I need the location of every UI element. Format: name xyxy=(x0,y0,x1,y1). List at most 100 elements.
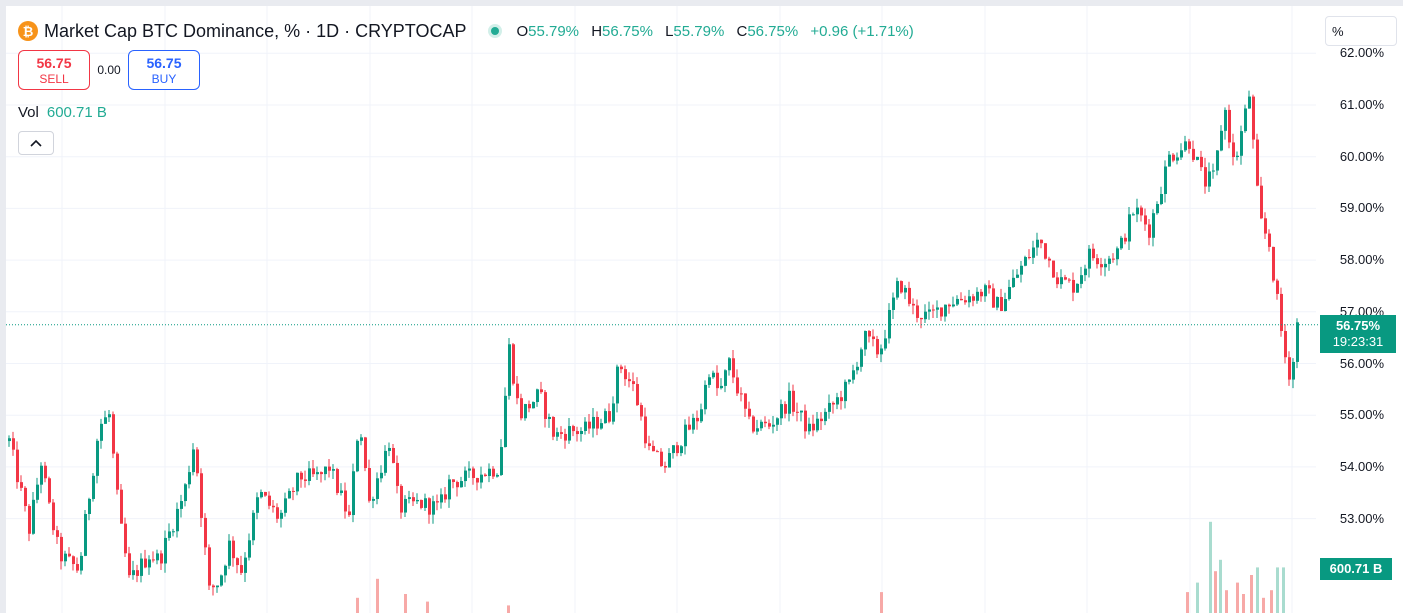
candle xyxy=(532,402,535,409)
change-value: +0.96 (+1.71%) xyxy=(810,22,914,40)
candle xyxy=(416,499,419,502)
candle xyxy=(400,485,403,513)
volume-bar xyxy=(1236,582,1239,613)
candle xyxy=(1092,248,1095,259)
sell-button[interactable]: 56.75 SELL xyxy=(18,50,90,90)
candle xyxy=(8,438,11,442)
candle xyxy=(248,540,251,558)
buy-button[interactable]: 56.75 BUY xyxy=(128,50,200,90)
candle xyxy=(120,489,123,524)
candle xyxy=(824,411,827,422)
candle xyxy=(236,558,239,566)
price-axis-label: 60.00% xyxy=(1339,148,1384,164)
candle xyxy=(620,366,623,370)
candle xyxy=(32,499,35,534)
candle xyxy=(552,416,555,437)
candle xyxy=(1004,299,1007,312)
candle xyxy=(152,559,155,561)
candle xyxy=(1268,233,1271,247)
candle xyxy=(900,281,903,293)
candle xyxy=(404,498,407,513)
candle xyxy=(228,540,231,566)
candle xyxy=(1224,109,1227,131)
trade-panel: 56.75 SELL 0.00 56.75 BUY xyxy=(18,50,200,90)
candle xyxy=(132,570,135,576)
candle xyxy=(848,379,851,382)
candle xyxy=(96,440,99,476)
volume-bar xyxy=(1262,597,1265,613)
candle xyxy=(896,281,899,298)
candle xyxy=(1212,170,1215,172)
candle xyxy=(996,297,999,308)
candle xyxy=(696,417,699,422)
scale-mode-input[interactable]: % xyxy=(1325,16,1397,46)
candle xyxy=(264,492,267,496)
candle xyxy=(980,291,983,297)
candle xyxy=(1140,207,1143,216)
candle xyxy=(1276,280,1279,294)
candle xyxy=(516,383,519,399)
collapse-legend-button[interactable] xyxy=(18,131,54,155)
candle xyxy=(340,490,343,493)
candle xyxy=(240,565,243,573)
volume-legend[interactable]: Vol 600.71 B xyxy=(18,104,107,121)
candle xyxy=(1164,166,1167,195)
candle xyxy=(304,479,307,481)
volume-bar xyxy=(1219,559,1222,613)
candle xyxy=(104,417,107,424)
candle xyxy=(684,424,687,447)
candle xyxy=(1108,258,1111,264)
candle xyxy=(224,565,227,576)
volume-bar xyxy=(404,594,407,613)
candle xyxy=(452,479,455,483)
candle xyxy=(68,553,71,557)
candle xyxy=(944,304,947,317)
candle xyxy=(1184,141,1187,151)
candle xyxy=(1160,194,1163,204)
candle xyxy=(536,389,539,403)
candle xyxy=(1172,154,1175,161)
candle xyxy=(728,358,731,371)
candle xyxy=(976,291,979,301)
market-status-icon[interactable] xyxy=(488,24,503,38)
candle xyxy=(12,438,15,450)
candle xyxy=(440,494,443,503)
candle xyxy=(644,416,647,444)
candle xyxy=(1060,277,1063,285)
candle xyxy=(424,498,427,508)
candle xyxy=(624,369,627,380)
candle xyxy=(1024,257,1027,266)
candle xyxy=(328,466,331,471)
candle xyxy=(1064,277,1067,280)
candle xyxy=(732,358,735,378)
candle xyxy=(1000,297,1003,312)
candle xyxy=(492,468,495,477)
candle xyxy=(308,468,311,481)
candle xyxy=(556,432,559,437)
candle xyxy=(48,478,51,503)
candle xyxy=(1012,277,1015,288)
candle xyxy=(428,498,431,515)
candle xyxy=(1100,264,1103,268)
candle xyxy=(968,296,971,303)
candle xyxy=(832,402,835,405)
candle xyxy=(312,468,315,475)
candle xyxy=(1256,139,1259,186)
candle xyxy=(1052,260,1055,278)
candle xyxy=(688,424,691,430)
volume-bar xyxy=(1282,567,1285,613)
candle xyxy=(324,466,327,475)
candle xyxy=(748,408,751,417)
symbol-title[interactable]: Market Cap BTC Dominance, % · 1D · CRYPT… xyxy=(44,20,467,41)
candle xyxy=(368,468,371,501)
candle xyxy=(268,495,271,506)
candle xyxy=(856,366,859,371)
candle xyxy=(16,449,19,483)
candle xyxy=(612,403,615,422)
candle xyxy=(108,414,111,418)
candle xyxy=(436,501,439,503)
volume-bar xyxy=(1242,594,1245,613)
candle xyxy=(76,564,79,571)
volume-bar xyxy=(1270,590,1273,613)
